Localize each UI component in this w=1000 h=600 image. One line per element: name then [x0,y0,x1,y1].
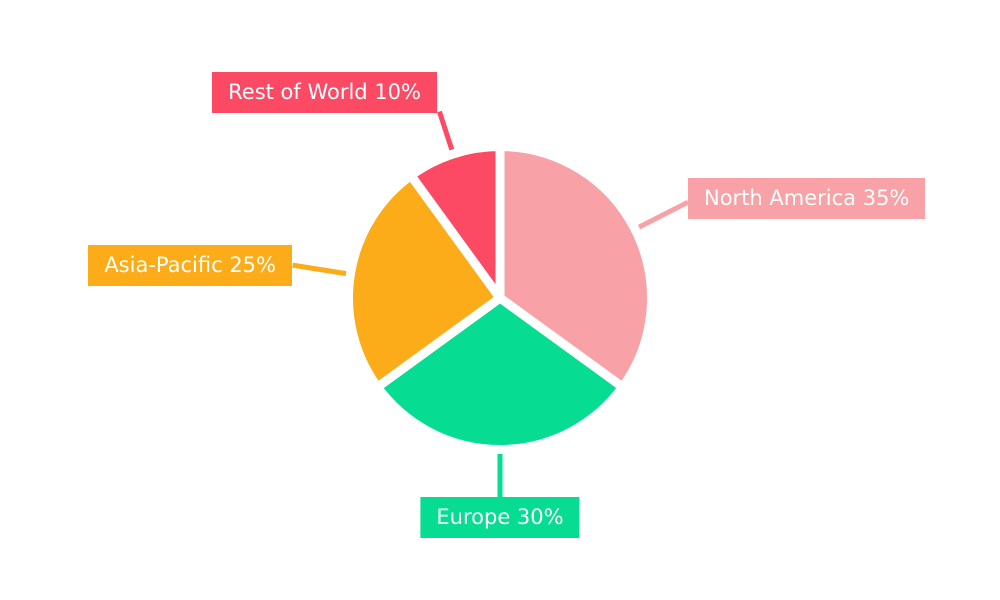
pie-slice-europe[interactable] [372,293,628,455]
pie-slice-rest-of-world[interactable] [406,142,505,303]
label-asia-pacific: Asia-Pacific 25% [88,245,292,286]
label-rest-of-world: Rest of World 10% [212,72,437,113]
label-europe: Europe 30% [420,497,580,538]
pie-slice-north-america[interactable] [495,142,656,392]
label-north-america: North America 35% [688,178,926,219]
pie-slice-asia-pacific[interactable] [344,170,505,392]
